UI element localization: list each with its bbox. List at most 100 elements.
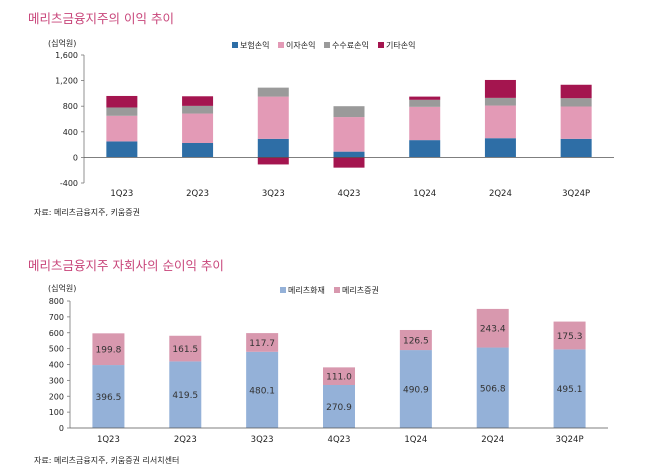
chart2-y-tick-label: 400 bbox=[49, 361, 64, 370]
chart2-title: 메리츠금융지주 자회사의 순이익 추이 bbox=[28, 258, 224, 273]
chart2-data-label: 243.4 bbox=[480, 325, 506, 335]
chart1-bar-3Q23-s2 bbox=[257, 87, 289, 97]
chart1-bar-2Q23-s3 bbox=[182, 96, 214, 106]
chart1-bar-3Q24P-s2 bbox=[560, 98, 592, 107]
chart1-category-label: 3Q23 bbox=[262, 189, 285, 199]
chart1-legend-label-0: 보험손익 bbox=[240, 40, 269, 50]
chart2-data-label: 480.1 bbox=[249, 386, 275, 396]
chart2-y-tick-label: 500 bbox=[49, 345, 64, 354]
chart2-bar-3Q23-s1 bbox=[246, 333, 279, 352]
chart1-category-label: 4Q23 bbox=[338, 189, 361, 199]
chart2-category-label: 2Q24 bbox=[481, 435, 504, 445]
chart2-y-tick-label: 600 bbox=[49, 329, 64, 338]
chart2-category-label: 2Q23 bbox=[174, 435, 197, 445]
chart1-bar-3Q23-s0 bbox=[257, 138, 289, 158]
chart2-source: 자료: 메리츠금융지주, 키움증권 리서치센터 bbox=[34, 456, 180, 465]
chart1-y-tick-label: 400 bbox=[63, 128, 78, 137]
chart1-y-tick-label: 0 bbox=[73, 153, 78, 162]
chart2-data-label: 117.7 bbox=[249, 339, 275, 349]
chart1-legend-label-2: 수수료손익 bbox=[332, 40, 369, 50]
chart1-bar-4Q23-s2 bbox=[333, 106, 365, 118]
chart1-legend-swatch-3 bbox=[378, 42, 384, 48]
chart1-legend-swatch-2 bbox=[324, 42, 330, 48]
chart2-y-tick-label: 0 bbox=[59, 424, 64, 433]
chart2-data-label: 161.5 bbox=[172, 345, 198, 355]
chart1-legend-label-1: 이자손익 bbox=[286, 40, 315, 50]
chart2-data-label: 126.5 bbox=[403, 337, 429, 347]
chart2-bar-2Q24-s0 bbox=[476, 347, 509, 428]
chart2-bar-3Q24P-s1 bbox=[553, 321, 586, 350]
chart2-data-label: 490.9 bbox=[403, 386, 429, 396]
chart2-bar-3Q23-s0 bbox=[246, 351, 279, 428]
chart2-legend-swatch-0 bbox=[280, 287, 286, 293]
chart1-category-label: 1Q23 bbox=[110, 189, 133, 199]
chart1-bar-1Q23-s0 bbox=[106, 141, 138, 158]
chart1-y-tick-label: 1,200 bbox=[55, 77, 78, 86]
chart2-legend-swatch-1 bbox=[334, 287, 340, 293]
chart1-bar-4Q23-s3 bbox=[333, 157, 365, 168]
chart1-bar-3Q24P-s3 bbox=[560, 84, 592, 99]
chart2-category-label: 3Q24P bbox=[556, 435, 584, 445]
chart2-legend-label-1: 메리츠증권 bbox=[342, 285, 379, 295]
chart2-y-tick-label: 200 bbox=[49, 392, 64, 401]
chart1-bar-2Q24-s1 bbox=[484, 105, 516, 139]
chart1-bar-3Q24P-s0 bbox=[560, 138, 592, 158]
chart1-y-tick-label: -400 bbox=[60, 179, 78, 188]
chart2-legend-label-0: 메리츠화재 bbox=[288, 286, 325, 295]
chart1-bar-2Q23-s1 bbox=[182, 113, 214, 143]
chart1-title: 메리츠금융지주의 이익 추이 bbox=[28, 11, 174, 26]
chart2-category-label: 3Q23 bbox=[251, 435, 274, 445]
chart2-data-label: 270.9 bbox=[326, 403, 352, 413]
chart2-data-label: 495.1 bbox=[557, 385, 583, 395]
chart1-category-label: 3Q24P bbox=[562, 189, 590, 199]
chart1-bar-2Q24-s0 bbox=[484, 138, 516, 158]
chart1-category-label: 1Q24 bbox=[413, 189, 436, 199]
chart2-data-label: 506.8 bbox=[480, 384, 506, 394]
chart2-bar-1Q24-s1 bbox=[399, 329, 432, 351]
chart2-category-label: 4Q23 bbox=[328, 435, 351, 445]
chart1-source: 자료: 메리츠금융지주, 키움증권 bbox=[34, 208, 141, 217]
chart1-bar-1Q24-s1 bbox=[409, 106, 441, 141]
chart2-data-label: 175.3 bbox=[557, 332, 583, 342]
chart2-category-label: 1Q23 bbox=[97, 435, 120, 445]
chart1-bar-1Q23-s2 bbox=[106, 107, 138, 116]
chart2-data-label: 111.0 bbox=[326, 373, 352, 383]
chart1-bar-1Q23-s1 bbox=[106, 115, 138, 142]
chart1-bar-4Q23-s0 bbox=[333, 151, 365, 158]
chart2-y-tick-label: 100 bbox=[49, 408, 64, 417]
chart1-bar-1Q24-s0 bbox=[409, 140, 441, 158]
chart1-legend-swatch-0 bbox=[232, 42, 238, 48]
chart1-bar-3Q23-s3 bbox=[257, 157, 289, 165]
chart2-bar-2Q24-s1 bbox=[476, 308, 509, 348]
chart1-category-label: 2Q24 bbox=[489, 189, 512, 199]
chart2-bar-1Q23-s1 bbox=[92, 333, 125, 366]
chart1-y-tick-label: 800 bbox=[63, 102, 78, 111]
chart1-bar-2Q24-s3 bbox=[484, 79, 516, 98]
chart2-y-tick-label: 700 bbox=[49, 313, 64, 322]
chart1-bar-4Q23-s1 bbox=[333, 117, 365, 152]
chart1-bar-3Q23-s1 bbox=[257, 96, 289, 139]
chart1-bar-1Q23-s3 bbox=[106, 95, 138, 108]
chart1-bar-2Q23-s0 bbox=[182, 143, 214, 158]
chart2-category-label: 1Q24 bbox=[404, 435, 427, 445]
chart2-bar-1Q24-s0 bbox=[399, 350, 432, 428]
chart1-bar-3Q24P-s1 bbox=[560, 106, 592, 139]
chart2-bar-1Q23-s0 bbox=[92, 365, 125, 428]
chart2-data-label: 396.5 bbox=[96, 393, 122, 403]
chart2-y-tick-label: 300 bbox=[49, 376, 64, 385]
chart2-bar-2Q23-s0 bbox=[169, 361, 202, 428]
chart2-bar-2Q23-s1 bbox=[169, 335, 202, 362]
chart2-unit-label: (십억원) bbox=[48, 283, 76, 293]
chart1-y-tick-label: 1,600 bbox=[55, 51, 78, 60]
chart2-bar-4Q23-s1 bbox=[323, 367, 355, 385]
chart1-bar-1Q24-s2 bbox=[409, 99, 441, 107]
chart2-y-tick-label: 800 bbox=[49, 297, 64, 306]
chart1-bar-1Q24-s3 bbox=[409, 96, 441, 100]
chart2-bar-4Q23-s0 bbox=[323, 384, 355, 428]
chart2-bar-3Q24P-s0 bbox=[553, 349, 586, 428]
chart1-bar-2Q23-s2 bbox=[182, 105, 214, 114]
chart1-legend-label-3: 기타손익 bbox=[386, 40, 415, 50]
chart2-data-label: 419.5 bbox=[172, 391, 198, 401]
